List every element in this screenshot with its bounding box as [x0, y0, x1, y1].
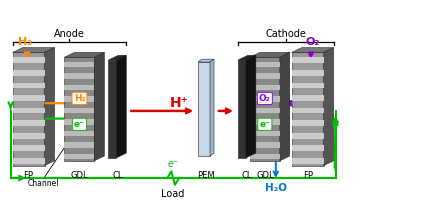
Polygon shape	[250, 73, 280, 79]
Polygon shape	[64, 108, 95, 113]
Text: Cathode: Cathode	[265, 29, 306, 39]
Polygon shape	[64, 131, 95, 136]
Polygon shape	[250, 85, 280, 90]
Polygon shape	[64, 62, 95, 67]
Polygon shape	[324, 48, 334, 166]
Polygon shape	[238, 55, 256, 60]
Polygon shape	[12, 70, 45, 76]
Polygon shape	[12, 95, 45, 101]
Polygon shape	[292, 48, 334, 52]
Polygon shape	[12, 48, 55, 52]
Polygon shape	[64, 57, 95, 161]
Polygon shape	[250, 142, 280, 148]
Polygon shape	[108, 55, 126, 60]
Text: H⁺: H⁺	[170, 96, 188, 110]
Polygon shape	[280, 52, 290, 161]
Polygon shape	[12, 120, 45, 126]
Polygon shape	[292, 52, 324, 166]
Polygon shape	[108, 60, 117, 158]
Polygon shape	[250, 52, 290, 57]
Polygon shape	[250, 96, 280, 102]
Text: CL: CL	[242, 171, 252, 180]
Text: Load: Load	[161, 189, 185, 199]
Text: FP: FP	[24, 171, 34, 180]
Polygon shape	[292, 133, 324, 139]
Polygon shape	[292, 70, 324, 76]
Polygon shape	[246, 55, 256, 158]
Text: GDL: GDL	[256, 171, 273, 180]
Polygon shape	[292, 83, 324, 88]
Polygon shape	[64, 96, 95, 102]
Polygon shape	[12, 52, 45, 166]
Polygon shape	[250, 108, 280, 113]
Polygon shape	[12, 158, 45, 164]
Text: Channel: Channel	[28, 179, 59, 188]
Polygon shape	[250, 57, 280, 161]
Polygon shape	[292, 57, 324, 63]
Polygon shape	[64, 52, 104, 57]
Text: FP: FP	[303, 171, 313, 180]
Polygon shape	[292, 158, 324, 164]
Text: H₂: H₂	[74, 94, 85, 103]
Polygon shape	[12, 133, 45, 139]
Polygon shape	[64, 154, 95, 159]
Polygon shape	[12, 108, 45, 113]
Polygon shape	[12, 57, 45, 63]
Polygon shape	[292, 145, 324, 151]
Polygon shape	[64, 142, 95, 148]
Text: Anode: Anode	[54, 29, 85, 39]
Polygon shape	[64, 73, 95, 79]
Polygon shape	[45, 48, 55, 166]
Polygon shape	[95, 52, 104, 161]
Text: CL: CL	[112, 171, 123, 180]
Polygon shape	[12, 83, 45, 88]
Text: e⁻: e⁻	[259, 120, 270, 129]
Polygon shape	[292, 120, 324, 126]
Text: H₂: H₂	[18, 37, 32, 47]
Text: H₂O: H₂O	[265, 183, 287, 193]
Polygon shape	[12, 145, 45, 151]
Text: GDL: GDL	[71, 171, 88, 180]
Text: e⁻: e⁻	[74, 120, 85, 129]
Text: e⁻: e⁻	[168, 159, 179, 169]
Text: O₂: O₂	[306, 37, 320, 47]
Text: O₂: O₂	[259, 94, 271, 103]
Text: H₂O: H₂O	[259, 122, 277, 131]
Polygon shape	[250, 62, 280, 67]
Polygon shape	[250, 119, 280, 125]
Polygon shape	[292, 108, 324, 113]
Polygon shape	[238, 60, 246, 158]
Polygon shape	[250, 154, 280, 159]
Polygon shape	[210, 59, 214, 156]
Text: PEM: PEM	[197, 171, 215, 180]
Polygon shape	[198, 59, 214, 62]
Polygon shape	[292, 95, 324, 101]
Polygon shape	[250, 131, 280, 136]
Polygon shape	[64, 85, 95, 90]
Polygon shape	[117, 55, 126, 158]
Polygon shape	[198, 62, 210, 156]
Polygon shape	[64, 119, 95, 125]
